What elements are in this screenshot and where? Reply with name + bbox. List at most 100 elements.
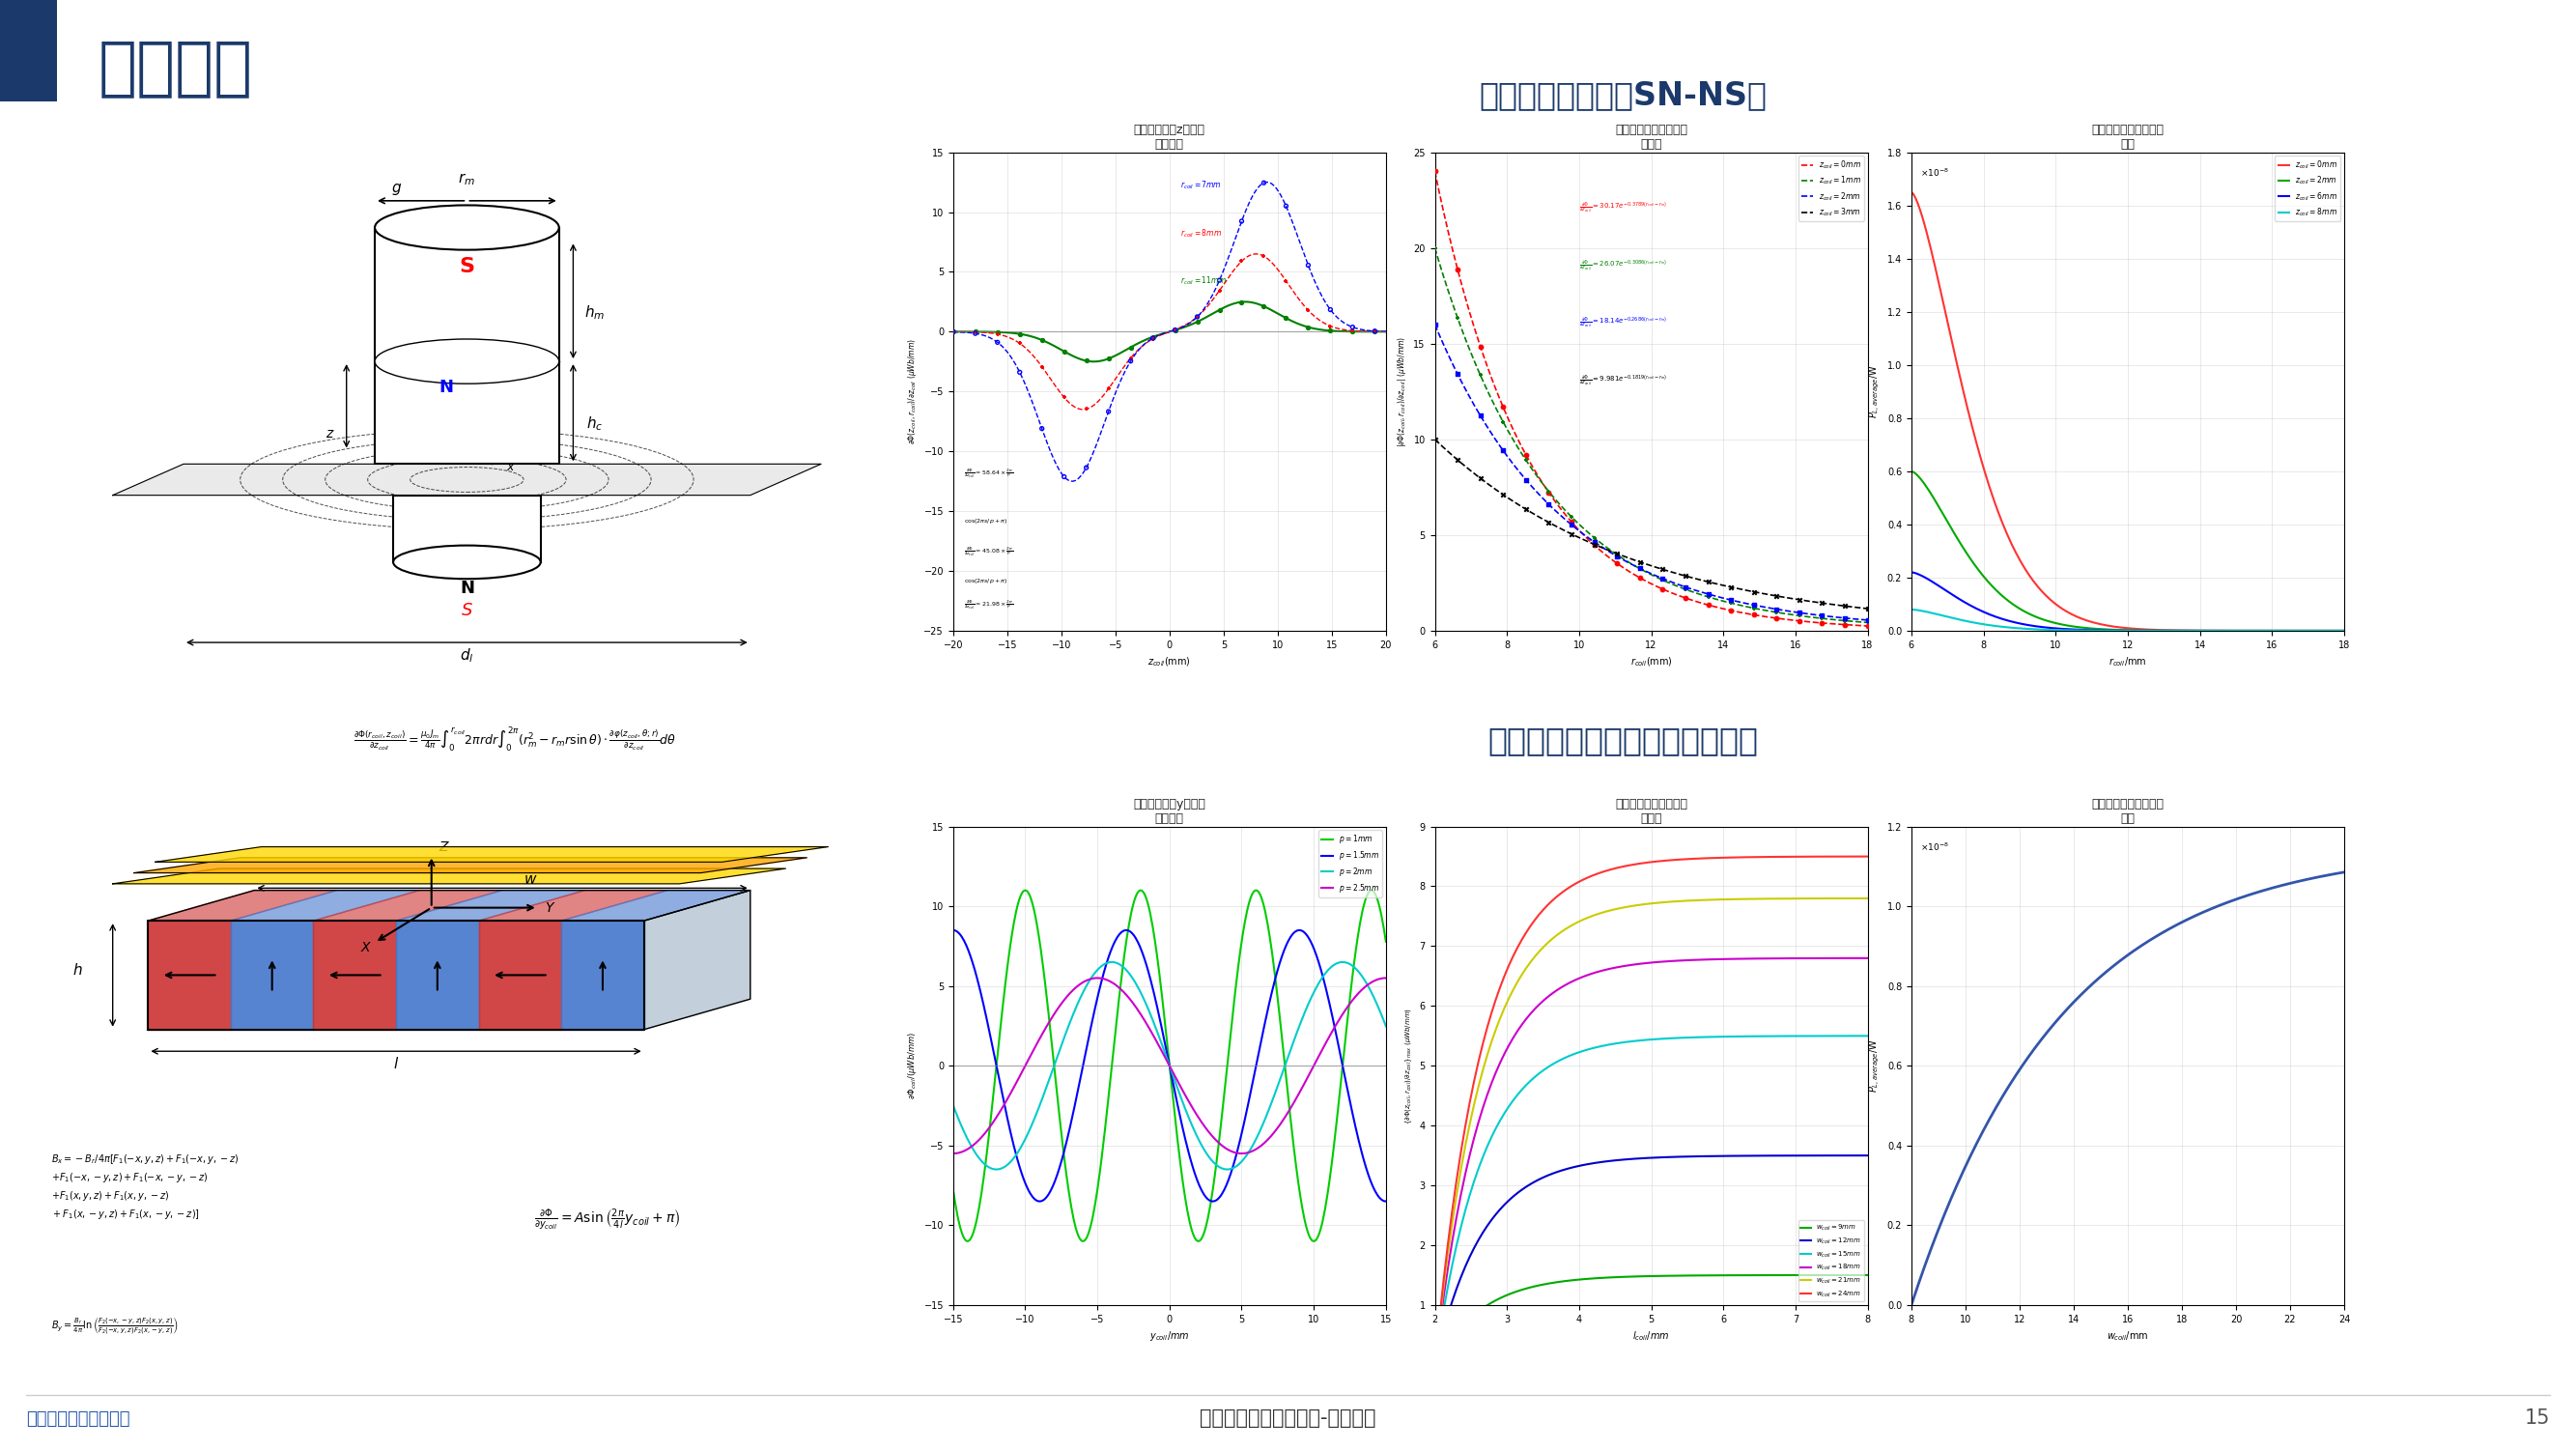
Point xyxy=(1801,592,1842,615)
Point xyxy=(1221,290,1262,313)
$p=1.5mm$ xyxy=(1370,1192,1401,1209)
Text: $\frac{\partial\Phi}{\partial y_{coil}}=A\sin\left(\frac{2\pi}{4l}y_{coil}+\pi\r: $\frac{\partial\Phi}{\partial y_{coil}}=… xyxy=(533,1206,680,1232)
Point xyxy=(1244,245,1285,268)
$z_{coil}=8mm$ xyxy=(2308,622,2339,639)
Point xyxy=(1244,171,1285,194)
$p=1.5mm$ xyxy=(1079,1003,1110,1021)
Point xyxy=(1154,318,1195,341)
Point xyxy=(1664,564,1705,587)
Point xyxy=(1177,310,1218,334)
$z_{coil}=1mm$ xyxy=(1816,610,1847,628)
$p=2.5mm$ xyxy=(1110,986,1141,1003)
$z_{coil}=6mm$ xyxy=(1896,564,1927,581)
Point xyxy=(1110,336,1151,360)
Line: $p=1mm$: $p=1mm$ xyxy=(953,890,1386,1241)
Text: $\mathbf{N}$: $\mathbf{N}$ xyxy=(459,580,474,597)
$w_{coil}=18mm$ xyxy=(1499,1025,1530,1043)
$z_{coil}=2mm$ xyxy=(1914,481,1945,499)
$z_{coil}=6mm$ xyxy=(1914,571,1945,589)
$z_{coil}=2mm$ xyxy=(1832,609,1862,626)
$p=1mm$ xyxy=(989,976,1020,993)
Point xyxy=(1198,268,1239,291)
$z_{coil}=0mm$ xyxy=(1437,239,1468,257)
Point xyxy=(1757,597,1798,621)
Y-axis label: $\partial\Phi_{coil}/(\mu Wb/mm)$: $\partial\Phi_{coil}/(\mu Wb/mm)$ xyxy=(907,1032,920,1099)
$w_{coil}=9mm$ xyxy=(1419,1356,1450,1373)
$p=1.5mm$ xyxy=(1110,922,1141,940)
Point xyxy=(1777,602,1819,625)
Point xyxy=(1244,294,1285,318)
$w_{coil}=9mm$ xyxy=(1499,1283,1530,1301)
$z_{coil}=0mm$ xyxy=(1535,486,1566,503)
Point xyxy=(1020,329,1061,352)
Point xyxy=(1066,457,1108,480)
Point xyxy=(1484,439,1525,463)
$z_{coil}=6mm$ xyxy=(1976,606,2007,624)
Y-axis label: $\{\partial\Phi(z_{coil},r_{coil})/\partial z_{coil}\}_{max}$ $(\mu Wb/mm)$: $\{\partial\Phi(z_{coil},r_{coil})/\part… xyxy=(1404,1008,1414,1124)
Point xyxy=(1620,551,1662,574)
Point xyxy=(933,320,974,344)
Line: $p=1.5mm$: $p=1.5mm$ xyxy=(953,931,1386,1201)
Polygon shape xyxy=(155,847,829,861)
X-axis label: $w_{coil}$/mm: $w_{coil}$/mm xyxy=(2107,1330,2148,1343)
$p=1mm$ xyxy=(1182,1232,1213,1250)
Point xyxy=(1043,339,1084,362)
Text: $z$: $z$ xyxy=(438,403,448,416)
$z_{coil}=1mm$ xyxy=(1437,294,1468,312)
$z_{coil}=0mm$ xyxy=(2012,563,2043,580)
Line: $w_{coil}=15mm$: $w_{coil}=15mm$ xyxy=(1435,1035,1868,1364)
Point xyxy=(1066,397,1108,421)
Y-axis label: $P_{L,average}$/W: $P_{L,average}$/W xyxy=(1868,1038,1883,1093)
$p=1.5mm$ xyxy=(938,922,969,940)
Legend: $p=1mm$, $p=1.5mm$, $p=2mm$, $p=2.5mm$: $p=1mm$, $p=1.5mm$, $p=2mm$, $p=2.5mm$ xyxy=(1319,831,1383,898)
$w_{coil}=18mm$ xyxy=(1832,950,1862,967)
Point xyxy=(1461,405,1502,428)
Point xyxy=(1265,194,1306,218)
Point xyxy=(1528,481,1569,505)
Text: $B_x=-B_r/4\pi\left[F_1(-x,y,z)+F_1(-x,y,-z)\right.$
$+F_1(-x,-y,z)+F_1(-x,-y,-z: $B_x=-B_r/4\pi\left[F_1(-x,y,z)+F_1(-x,y… xyxy=(52,1153,240,1221)
Point xyxy=(976,320,1018,344)
$z_{coil}=2mm$ xyxy=(1852,612,1883,629)
$w_{coil}=15mm$ xyxy=(1832,1027,1862,1044)
Point xyxy=(1620,557,1662,580)
Point xyxy=(1020,418,1061,441)
$z_{coil}=0mm$ xyxy=(1832,616,1862,634)
$p=1mm$ xyxy=(1252,915,1283,932)
$w_{coil}=12mm$ xyxy=(1816,1147,1847,1164)
Text: $r_{coil}=7mm$: $r_{coil}=7mm$ xyxy=(1180,180,1221,191)
$w_{coil}=24mm$ xyxy=(1832,848,1862,866)
$z_{coil}=3mm$ xyxy=(1419,431,1450,448)
Point xyxy=(1087,400,1128,423)
$w_{coil}=12mm$ xyxy=(1419,1356,1450,1373)
$w_{coil}=15mm$ xyxy=(1852,1027,1883,1044)
Line: $z_{coil}=8mm$: $z_{coil}=8mm$ xyxy=(1911,609,2344,631)
Point xyxy=(999,322,1041,345)
$p=1.5mm$ xyxy=(1211,1179,1242,1196)
Point xyxy=(1504,468,1546,492)
Point xyxy=(1221,249,1262,273)
$p=2mm$ xyxy=(1211,1160,1242,1177)
Polygon shape xyxy=(134,857,806,873)
Point xyxy=(1757,606,1798,629)
$w_{coil}=24mm$ xyxy=(1816,848,1847,866)
$p=2.5mm$ xyxy=(989,1095,1020,1112)
Text: $\frac{\partial\Phi}{\partial z_{coil}}=45.08\times\frac{2\pi}{p}$: $\frac{\partial\Phi}{\partial z_{coil}}=… xyxy=(963,545,1012,558)
$p=2mm$ xyxy=(1079,964,1110,982)
$z_{coil}=0mm$ xyxy=(2329,622,2360,639)
$w_{coil}=18mm$ xyxy=(1445,1186,1476,1204)
Point xyxy=(1574,531,1615,554)
Text: 15: 15 xyxy=(2524,1409,2550,1428)
Point xyxy=(1484,396,1525,419)
$w_{coil}=9mm$ xyxy=(1816,1266,1847,1283)
Point xyxy=(1309,299,1350,322)
$z_{coil}=2mm$ xyxy=(2293,622,2324,639)
Line: $z_{coil}=0mm$: $z_{coil}=0mm$ xyxy=(1911,193,2344,631)
Ellipse shape xyxy=(376,339,559,384)
Point xyxy=(1574,534,1615,557)
$p=2mm$ xyxy=(981,1160,1012,1177)
Point xyxy=(1687,583,1728,606)
Point xyxy=(1110,347,1151,370)
$z_{coil}=0mm$ xyxy=(1896,184,1927,202)
$p=2.5mm$ xyxy=(1079,970,1110,987)
$w_{coil}=24mm$ xyxy=(1445,1143,1476,1160)
